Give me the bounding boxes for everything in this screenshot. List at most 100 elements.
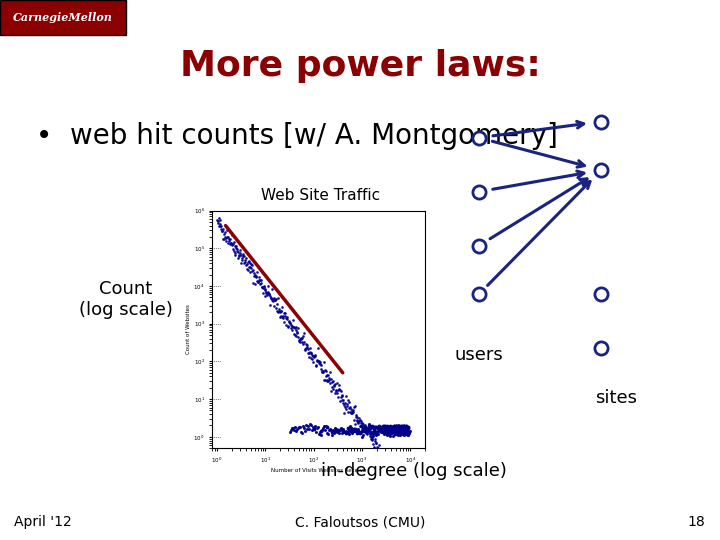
Point <box>301 341 312 349</box>
Point <box>336 428 348 437</box>
Point <box>318 423 329 432</box>
Point <box>328 426 339 435</box>
Point <box>400 424 411 433</box>
Point <box>395 422 406 430</box>
Point <box>372 447 383 455</box>
Point <box>303 353 315 361</box>
Point <box>257 288 269 297</box>
Point <box>368 442 379 451</box>
Point <box>385 465 397 474</box>
Point <box>330 389 341 397</box>
Point <box>377 453 389 462</box>
Point <box>322 376 333 384</box>
Point <box>390 472 402 481</box>
Point <box>222 232 233 241</box>
Point <box>353 428 364 437</box>
Point <box>369 429 380 438</box>
Point <box>402 429 413 438</box>
Point <box>228 246 240 255</box>
Point <box>277 313 289 322</box>
Point <box>232 247 243 255</box>
Point <box>375 450 387 459</box>
Point <box>372 423 384 432</box>
Point <box>244 262 256 271</box>
Point <box>391 468 402 477</box>
Point <box>382 458 394 467</box>
Point <box>267 295 279 303</box>
Point <box>372 422 384 431</box>
Point <box>382 428 394 437</box>
Point <box>375 426 387 434</box>
Point <box>342 424 354 433</box>
Point <box>253 275 265 284</box>
Point <box>313 356 325 365</box>
Point <box>392 422 404 431</box>
Point <box>365 428 377 436</box>
Point <box>366 429 377 438</box>
Point <box>374 450 385 458</box>
Point <box>302 349 314 357</box>
Point <box>391 424 402 433</box>
Point <box>400 426 412 434</box>
Point <box>362 426 374 435</box>
Point <box>225 239 237 247</box>
Point <box>325 387 337 395</box>
Point <box>391 424 402 433</box>
Point <box>340 392 351 401</box>
Point <box>261 288 272 297</box>
Point <box>341 402 353 410</box>
Point <box>393 476 405 484</box>
Point <box>351 429 362 437</box>
Point <box>269 295 281 304</box>
Text: in-degree (log scale): in-degree (log scale) <box>321 462 507 480</box>
Point <box>220 234 232 242</box>
Point <box>290 332 302 341</box>
Point <box>313 429 325 438</box>
Point <box>289 423 300 431</box>
Point <box>253 272 264 281</box>
Text: CarnegieMellon: CarnegieMellon <box>13 12 112 23</box>
Point <box>296 335 307 343</box>
Point <box>352 416 364 424</box>
Point <box>335 393 346 402</box>
Point <box>317 368 328 376</box>
Point <box>398 423 410 431</box>
Point <box>357 422 369 431</box>
Point <box>346 427 357 435</box>
Point <box>380 456 392 464</box>
Point <box>400 482 412 490</box>
Point <box>294 337 305 346</box>
Point <box>335 426 346 435</box>
Point <box>389 425 400 434</box>
Point <box>364 432 375 441</box>
Point <box>403 428 415 437</box>
Point <box>402 481 413 490</box>
Point <box>301 424 312 433</box>
Point <box>244 259 256 268</box>
Point <box>372 430 384 438</box>
Point <box>303 424 315 433</box>
Point <box>333 429 345 437</box>
Point <box>308 424 320 433</box>
Point <box>235 258 246 267</box>
Point <box>368 423 379 431</box>
Point <box>395 426 407 435</box>
Point <box>400 426 411 434</box>
Point <box>395 466 406 475</box>
Point <box>401 424 413 433</box>
Point <box>358 420 369 429</box>
Point <box>306 355 318 363</box>
Point <box>389 428 400 436</box>
Text: sites: sites <box>595 389 636 407</box>
Point <box>350 427 361 436</box>
Point <box>271 307 282 316</box>
Point <box>363 422 374 430</box>
Point <box>233 251 245 259</box>
Point <box>339 399 351 407</box>
Point <box>303 349 315 357</box>
Point <box>229 251 240 260</box>
Point <box>307 351 318 360</box>
Point <box>356 425 368 434</box>
Point <box>331 388 343 397</box>
Point <box>397 481 408 489</box>
